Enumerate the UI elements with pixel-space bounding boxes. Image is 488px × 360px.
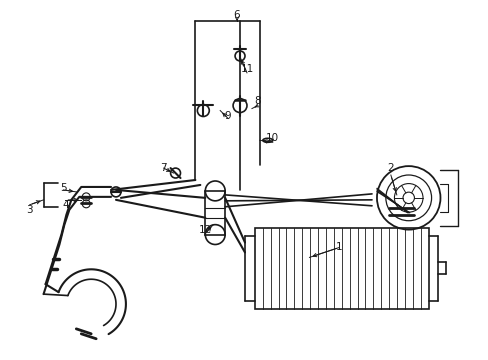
Text: 2: 2 (387, 163, 393, 173)
Text: 6: 6 (233, 10, 240, 20)
Text: 1: 1 (335, 243, 342, 252)
Text: 12: 12 (198, 225, 211, 235)
Text: 4: 4 (62, 200, 69, 210)
Text: 8: 8 (254, 96, 261, 105)
Text: 5: 5 (60, 183, 66, 193)
Bar (254, 228, 427, 309)
Text: 9: 9 (224, 111, 231, 121)
Text: 7: 7 (160, 163, 166, 173)
Text: 11: 11 (240, 64, 253, 74)
Text: 3: 3 (26, 205, 33, 215)
Text: 10: 10 (265, 133, 279, 143)
